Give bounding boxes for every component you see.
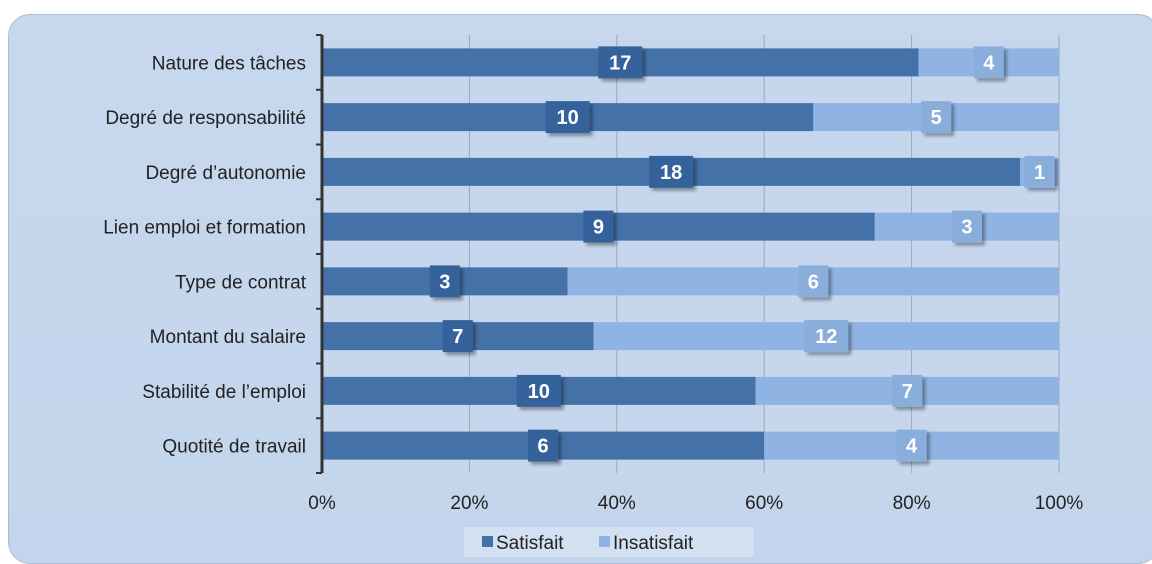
- data-label: 6: [528, 429, 559, 462]
- data-label: 3: [429, 265, 460, 298]
- gridlines: [321, 35, 1060, 473]
- data-label-box: [528, 429, 559, 462]
- data-label-text: 17: [609, 52, 631, 74]
- data-label-box: [804, 320, 849, 353]
- data-label-text: 5: [931, 107, 942, 129]
- x-tick-label: 40%: [598, 493, 636, 514]
- data-label-text: 3: [439, 271, 450, 293]
- data-label: 4: [896, 429, 927, 462]
- data-label: 3: [951, 210, 982, 243]
- data-label: 4: [973, 46, 1004, 79]
- data-label-text: 6: [538, 436, 549, 458]
- category-label: Stabilité de l’emploi: [142, 382, 306, 403]
- x-tick-label: 60%: [745, 493, 783, 514]
- data-label-text: 6: [808, 271, 819, 293]
- data-label: 7: [442, 320, 473, 353]
- data-label: 12: [804, 320, 849, 353]
- data-label: 5: [921, 101, 952, 134]
- data-label-text: 4: [983, 52, 995, 74]
- data-label-box: [1024, 155, 1055, 188]
- data-label: 18: [649, 155, 694, 188]
- data-label-text: 7: [902, 381, 913, 403]
- legend-swatch: [599, 536, 610, 547]
- plot-area: [322, 35, 1059, 473]
- data-label-box: [921, 101, 952, 134]
- data-label-box: [649, 155, 694, 188]
- category-label: Type de contrat: [175, 272, 307, 293]
- data-label-text: 10: [528, 381, 550, 403]
- category-label: Nature des tâches: [152, 53, 306, 74]
- legend-box: Satisfait Insatisfait: [464, 527, 754, 557]
- x-tick-label: 20%: [450, 493, 488, 514]
- data-label-text: 12: [815, 326, 837, 348]
- x-tick-label: 80%: [893, 493, 931, 514]
- data-label: 10: [516, 374, 561, 407]
- category-label: Degré de responsabilité: [105, 108, 306, 129]
- data-label-text: 9: [593, 217, 604, 239]
- legend: Satisfait Insatisfait: [464, 527, 754, 557]
- data-label-text: 1: [1034, 162, 1045, 184]
- data-label: 1: [1024, 155, 1055, 188]
- data-label-box: [442, 320, 473, 353]
- data-label-text: 4: [906, 436, 918, 458]
- data-label-box: [516, 374, 561, 407]
- data-label-box: [429, 265, 460, 298]
- x-tick-label: 100%: [1035, 493, 1084, 514]
- chart-frame: Nature des tâches Degré de responsabilité…: [8, 14, 1152, 564]
- data-label-box: [583, 210, 614, 243]
- data-label-box: [892, 374, 923, 407]
- category-label: Quotité de travail: [162, 437, 306, 458]
- data-label: 7: [892, 374, 923, 407]
- data-label-text: 10: [557, 107, 579, 129]
- data-label-box: [545, 101, 590, 134]
- stacked-bar-chart: Nature des tâches Degré de responsabilité…: [103, 34, 1084, 557]
- data-label-text: 7: [452, 326, 463, 348]
- x-tick-label: 0%: [308, 493, 336, 514]
- legend-swatch: [482, 536, 493, 547]
- axes: Nature des tâches Degré de responsabilité…: [103, 34, 1084, 514]
- data-label-box: [973, 46, 1004, 79]
- data-label-box: [951, 210, 982, 243]
- data-label: 17: [598, 46, 643, 79]
- data-label: 9: [583, 210, 614, 243]
- legend-label: Insatisfait: [613, 533, 694, 554]
- legend-label: Satisfait: [496, 533, 564, 554]
- data-label-box: [798, 265, 829, 298]
- data-label-text: 18: [660, 162, 682, 184]
- data-label-box: [896, 429, 927, 462]
- data-label: 6: [798, 265, 829, 298]
- data-labels: 17 4 10 5 18 1 9 3 3 6 7 12 10 7 6 4: [429, 46, 1055, 462]
- data-label: 10: [545, 101, 590, 134]
- category-label: Degré d’autonomie: [145, 163, 306, 184]
- data-label-text: 3: [961, 217, 972, 239]
- category-label: Lien emploi et formation: [103, 218, 306, 239]
- data-label-box: [598, 46, 643, 79]
- category-label: Montant du salaire: [150, 327, 306, 348]
